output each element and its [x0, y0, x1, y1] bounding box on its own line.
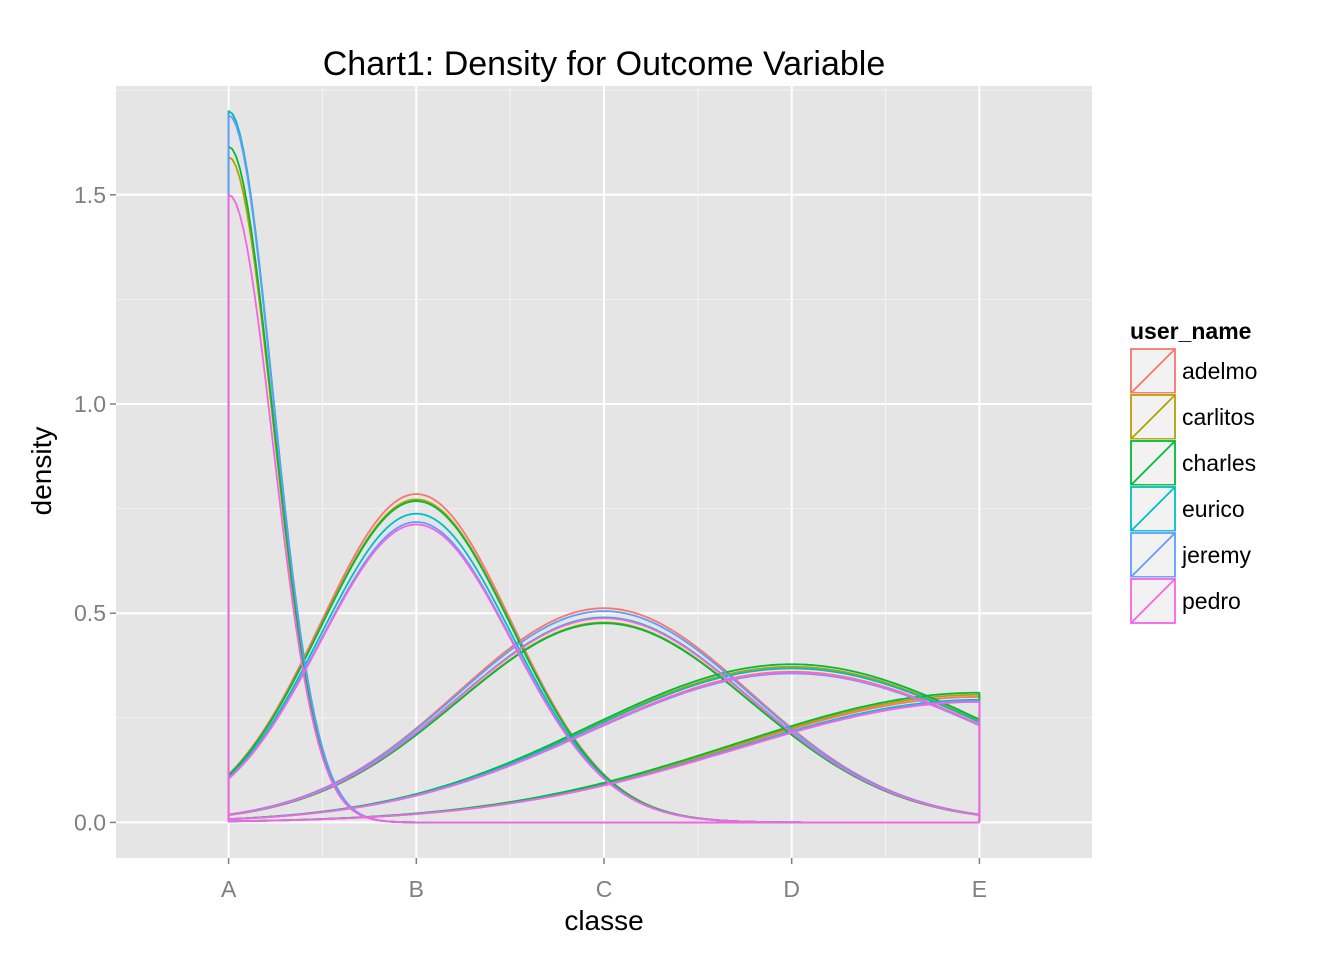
legend-item-pedro: pedro [1129, 577, 1241, 625]
series-pedro [227, 193, 981, 824]
density-curve-pedro-C [227, 617, 981, 823]
density-curve-pedro-E [227, 701, 981, 823]
y-tick-label: 1.5 [74, 182, 106, 208]
x-axis: A B C D E [221, 858, 987, 902]
legend-key-diagonal [1130, 486, 1176, 532]
density-curves [227, 110, 981, 824]
plot-panel [116, 86, 1092, 858]
legend-key-diagonal [1130, 348, 1176, 394]
y-axis: 0.0 0.5 1.0 1.5 [74, 182, 116, 835]
legend-label: charles [1182, 450, 1256, 476]
legend-key-box [1130, 348, 1176, 394]
legend: user_name adelmo carlitos charles eurico jer… [1129, 318, 1257, 625]
legend-item-adelmo: adelmo [1129, 347, 1257, 395]
legend-key-box [1130, 394, 1176, 440]
legend-key-box [1130, 578, 1176, 624]
x-tick-label: E [972, 876, 987, 902]
x-tick-label: C [596, 876, 613, 902]
legend-key-box [1130, 532, 1176, 578]
legend-item-carlitos: carlitos [1129, 393, 1255, 441]
density-curve-pedro-D [227, 671, 981, 823]
legend-key-diagonal [1130, 578, 1176, 624]
x-tick-label: A [221, 876, 237, 902]
legend-title: user_name [1130, 318, 1251, 344]
y-tick-label: 1.0 [74, 391, 106, 417]
legend-label: jeremy [1181, 542, 1252, 568]
chart-title: Chart1: Density for Outcome Variable [323, 45, 886, 83]
legend-key-diagonal [1130, 394, 1176, 440]
x-tick-label: D [783, 876, 800, 902]
legend-item-eurico: eurico [1129, 485, 1245, 533]
density-curve-charles-C [227, 622, 981, 823]
density-curve-pedro-B [227, 523, 980, 824]
legend-item-jeremy: jeremy [1129, 531, 1252, 579]
legend-key-diagonal [1130, 440, 1176, 486]
legend-item-charles: charles [1129, 439, 1256, 487]
legend-label: adelmo [1182, 358, 1257, 384]
legend-label: eurico [1182, 496, 1245, 522]
legend-key-box [1130, 440, 1176, 486]
legend-label: pedro [1182, 588, 1241, 614]
legend-label: carlitos [1182, 404, 1255, 430]
legend-key-diagonal [1130, 532, 1176, 578]
legend-key-box [1130, 486, 1176, 532]
x-tick-label: B [409, 876, 424, 902]
y-tick-label: 0.5 [74, 600, 106, 626]
density-curve-jeremy-C [227, 610, 981, 823]
x-axis-title: classe [564, 905, 643, 936]
y-tick-label: 0.0 [74, 809, 106, 835]
y-axis-title: density [26, 427, 57, 516]
